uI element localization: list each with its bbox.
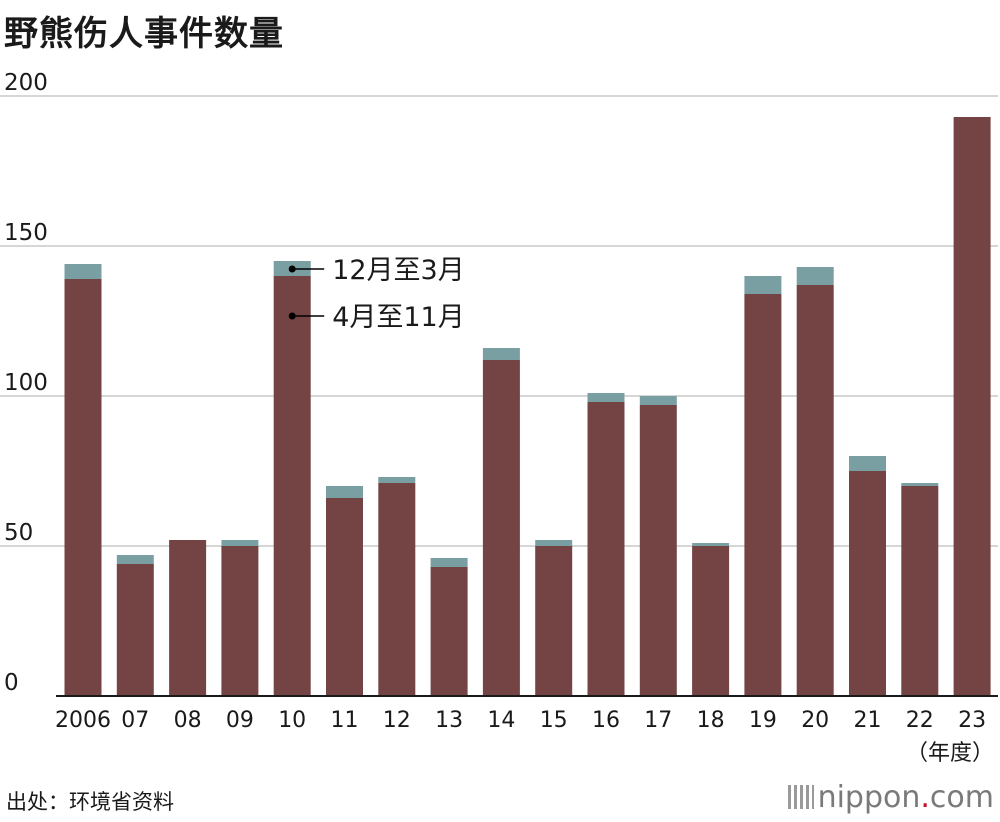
- bar-winter-07: [116, 555, 154, 564]
- bar-winter-20: [796, 267, 834, 285]
- x-tick-label: 12: [383, 708, 411, 733]
- x-tick-label: 19: [749, 708, 777, 733]
- bar-summer-19: [744, 294, 782, 696]
- legend-label: 4月至11月: [332, 302, 465, 333]
- bar-winter-18: [692, 543, 730, 546]
- bar-summer-20: [796, 285, 834, 696]
- bar-summer-11: [326, 498, 363, 696]
- x-tick-label: 07: [121, 708, 149, 733]
- x-tick-label: 20: [801, 708, 829, 733]
- bar-summer-09: [221, 546, 259, 696]
- bar-summer-17: [639, 405, 677, 696]
- bar-summer-12: [378, 483, 416, 696]
- bar-winter-21: [849, 456, 886, 471]
- legend-label: 12月至3月: [332, 255, 465, 286]
- x-tick-label: 2006: [55, 708, 111, 733]
- x-tick-label: 21: [854, 708, 882, 733]
- y-tick-label: 150: [4, 220, 48, 246]
- source-note: 出处：环境省资料: [6, 790, 174, 814]
- bar-summer-16: [587, 402, 625, 696]
- x-tick-label: 23: [958, 708, 986, 733]
- x-tick-label: 09: [226, 708, 254, 733]
- bar-summer-10: [273, 276, 311, 696]
- bar-winter-17: [639, 396, 677, 405]
- y-tick-labels: 0 50 100 150 200: [4, 70, 48, 696]
- x-tick-label: 18: [697, 708, 725, 733]
- bar-summer-21: [849, 471, 886, 696]
- x-tick-label: 10: [278, 708, 306, 733]
- x-tick-label: 13: [435, 708, 463, 733]
- bar-summer-2006: [64, 279, 102, 696]
- bar-summer-13: [430, 567, 468, 696]
- x-tick-label: 17: [644, 708, 672, 733]
- bar-winter-14: [482, 348, 520, 360]
- x-tick-labels: 2006 07 08 09 10 11 12 13 14 15 16 17 18 19 20 21 22 23: [55, 708, 986, 733]
- bar-summer-14: [482, 360, 520, 696]
- bar-winter-19: [744, 276, 782, 294]
- bar-winter-13: [430, 558, 468, 567]
- bar-summer-18: [692, 546, 730, 696]
- bar-winter-12: [378, 477, 416, 483]
- bar-winter-11: [326, 486, 363, 498]
- y-tick-label: 100: [4, 370, 48, 396]
- y-tick-label: 50: [4, 520, 33, 546]
- chart-title: 野熊伤人事件数量: [4, 14, 284, 54]
- x-unit-label: （年度）: [906, 741, 994, 766]
- bar-summer-22: [901, 486, 939, 696]
- bar-summer-15: [535, 546, 573, 696]
- logo-bars-icon: [787, 785, 814, 809]
- bar-winter-09: [221, 540, 259, 546]
- x-tick-label: 08: [174, 708, 202, 733]
- bar-summer-07: [116, 564, 154, 696]
- bar-summer-23: [953, 117, 991, 696]
- nippon-logo: nippon.com: [787, 780, 994, 815]
- x-tick-label: 15: [540, 708, 568, 733]
- x-tick-label: 22: [906, 708, 934, 733]
- y-tick-label: 0: [4, 670, 19, 696]
- x-tick-label: 11: [331, 708, 359, 733]
- bar-winter-22: [901, 483, 939, 486]
- x-tick-label: 14: [487, 708, 515, 733]
- bar-winter-2006: [64, 264, 102, 279]
- bars: [64, 117, 991, 696]
- y-tick-label: 200: [4, 70, 48, 96]
- bar-summer-08: [169, 540, 207, 696]
- legend: 12月至3月 4月至11月: [288, 255, 465, 333]
- bar-winter-15: [535, 540, 573, 546]
- bar-winter-16: [587, 393, 625, 402]
- x-tick-label: 16: [592, 708, 620, 733]
